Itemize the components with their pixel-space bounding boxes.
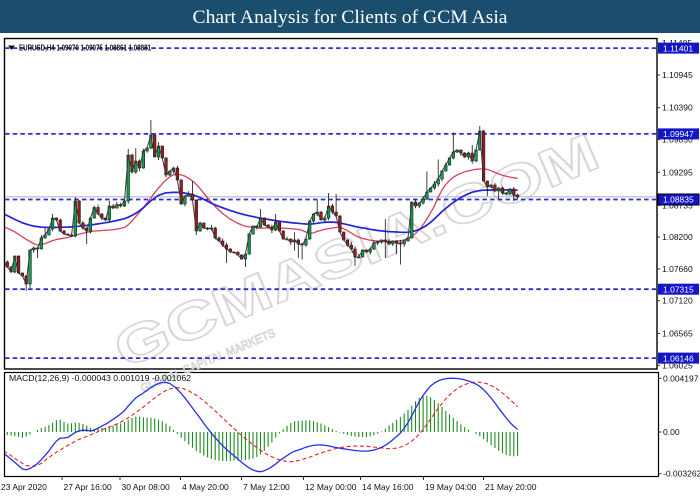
svg-text:1.06146: 1.06146: [663, 353, 694, 363]
svg-text:1.07120: 1.07120: [662, 296, 693, 306]
svg-text:4 May 20:00: 4 May 20:00: [182, 482, 229, 492]
svg-text:21 May 20:00: 21 May 20:00: [485, 482, 537, 492]
svg-text:1.10945: 1.10945: [662, 70, 693, 80]
svg-text:1.10390: 1.10390: [662, 103, 693, 113]
svg-text:14 May 16:00: 14 May 16:00: [362, 482, 414, 492]
svg-text:0.004197: 0.004197: [663, 373, 699, 383]
svg-text:23 Apr 2020: 23 Apr 2020: [1, 482, 47, 492]
svg-text:12 May 00:00: 12 May 00:00: [305, 482, 357, 492]
svg-text:1.08200: 1.08200: [662, 232, 693, 242]
svg-text:1.08835: 1.08835: [663, 195, 694, 205]
svg-text:1.06565: 1.06565: [662, 328, 693, 338]
svg-text:MACD(12,26,9) -0.000043 0.0010: MACD(12,26,9) -0.000043 0.001019 -0.0010…: [9, 374, 191, 383]
svg-text:0.00: 0.00: [663, 427, 680, 437]
svg-text:1.11401: 1.11401: [663, 43, 693, 53]
svg-text:19 May 04:00: 19 May 04:00: [425, 482, 477, 492]
svg-text:EURUSD,H4 1.09070 1.09075 1.08: EURUSD,H4 1.09070 1.09075 1.08861 1.0888…: [19, 44, 152, 53]
svg-text:1.09947: 1.09947: [663, 129, 694, 139]
svg-text:1.06025: 1.06025: [662, 360, 693, 370]
svg-text:1.09295: 1.09295: [662, 167, 693, 177]
svg-text:27 Apr 16:00: 27 Apr 16:00: [64, 482, 112, 492]
svg-text:-0.003262: -0.003262: [663, 469, 700, 479]
svg-text:30 Apr 08:00: 30 Apr 08:00: [122, 482, 170, 492]
svg-text:1.09850: 1.09850: [662, 135, 693, 145]
svg-text:1.07660: 1.07660: [662, 264, 693, 274]
svg-text:1.07315: 1.07315: [663, 284, 694, 294]
svg-text:7 May 12:00: 7 May 12:00: [243, 482, 290, 492]
svg-text:Chart Analysis for Clients of: Chart Analysis for Clients of GCM Asia: [193, 8, 508, 28]
